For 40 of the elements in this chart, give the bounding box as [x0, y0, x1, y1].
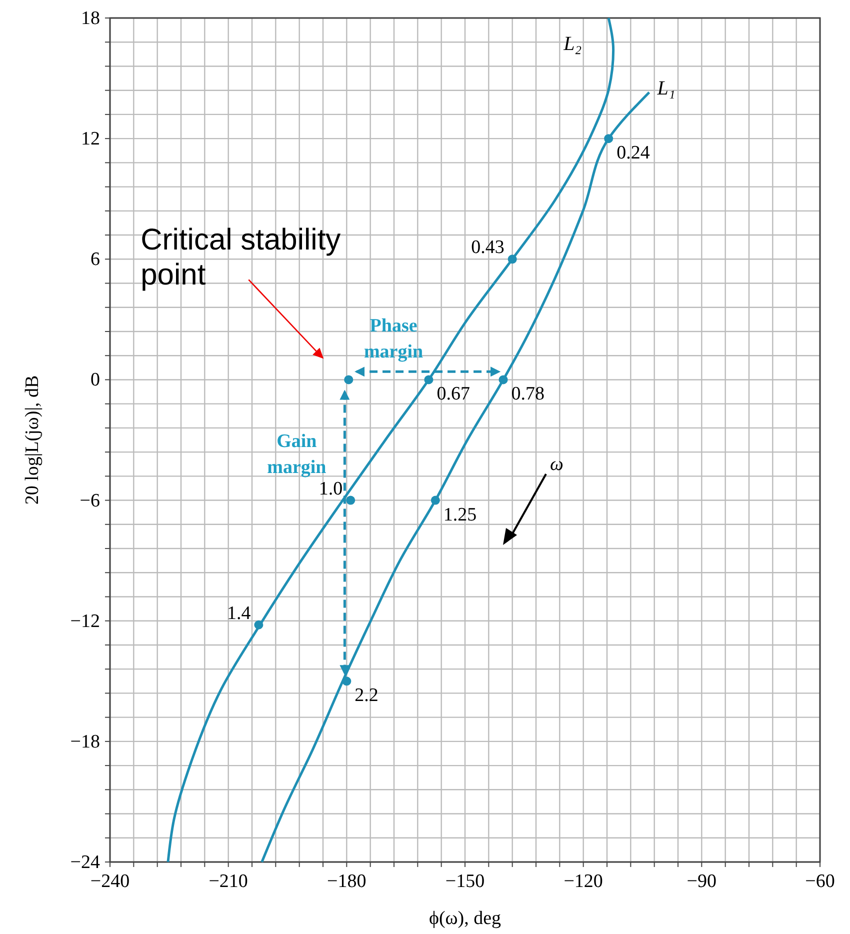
point	[430, 496, 440, 505]
annotation: ω	[550, 454, 564, 475]
point	[424, 375, 434, 384]
y-tick-label: 18	[81, 8, 100, 29]
y-tick-label: 12	[81, 128, 100, 150]
x-tick-label: −60	[805, 871, 835, 892]
y-tick-label: −12	[70, 610, 100, 632]
annotation: 1.4	[226, 602, 252, 624]
annotation: 0.43	[471, 237, 504, 258]
series-label: L₁	[656, 77, 676, 100]
point	[344, 375, 354, 384]
point	[498, 375, 508, 384]
y-tick-label: −6	[80, 490, 100, 512]
annotation: 1.25	[443, 504, 477, 526]
series-label: L₂	[562, 33, 582, 55]
x-tick-label: −210	[208, 871, 248, 892]
y-axis-title: 20 log|L(jω)|, dB	[22, 375, 43, 505]
annotation: Phase margin	[364, 316, 424, 363]
point	[254, 620, 264, 630]
annotation: 1.0	[318, 478, 343, 500]
y-tick-label: −18	[70, 731, 100, 752]
annotation: Critical stability point	[140, 224, 341, 292]
point	[604, 134, 614, 144]
x-tick-label: −240	[90, 871, 130, 892]
y-tick-label: 6	[90, 249, 100, 270]
annotation: Gain margin	[267, 430, 327, 478]
annotation: 0.24	[616, 142, 650, 164]
point	[346, 496, 356, 505]
y-tick-label: −24	[70, 852, 100, 873]
y-tick-label: 0	[90, 370, 100, 391]
x-axis-title: ϕ(ω), deg	[428, 908, 502, 929]
point	[508, 254, 517, 264]
annotation: 0.78	[511, 384, 545, 405]
x-tick-label: −90	[686, 871, 717, 892]
x-tick-label: −180	[327, 871, 366, 892]
point	[342, 676, 352, 686]
x-tick-label: −150	[445, 871, 485, 892]
annotation: 0.67	[436, 384, 470, 405]
annotation: 2.2	[354, 685, 378, 706]
x-tick-label: −120	[564, 871, 603, 892]
